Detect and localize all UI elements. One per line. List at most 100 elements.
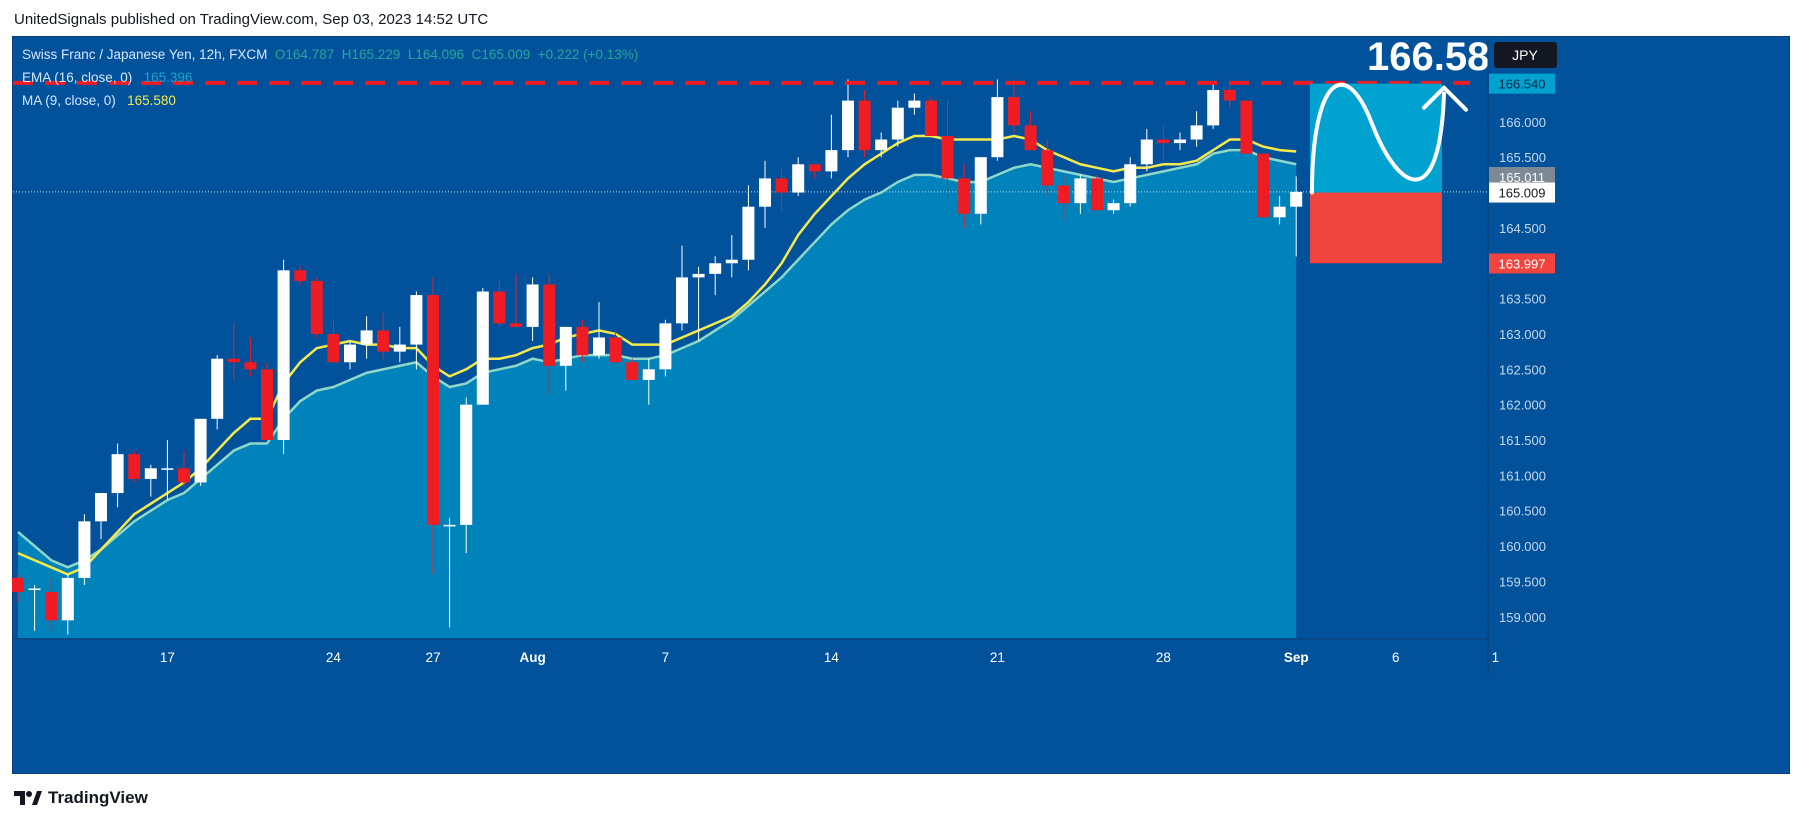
ema-line [17, 148, 1297, 569]
target-price-tag: 166.540 [1489, 73, 1555, 94]
candle [576, 319, 589, 363]
candle-body [1290, 191, 1303, 207]
projection-wave-arrow [1310, 82, 1446, 195]
candle-body [1041, 150, 1054, 186]
candle-body [842, 100, 854, 151]
candle-body [692, 273, 705, 278]
price-tick-label: 160.000 [1499, 539, 1546, 554]
time-tick-label: 21 [990, 650, 1005, 665]
candle [609, 330, 622, 366]
legend-symbol-row: Swiss Franc / Japanese Yen, 12h, FXCM O1… [22, 47, 638, 62]
legend-open: 164.787 [285, 47, 335, 62]
last-price-tag-bg [1489, 182, 1555, 203]
currency-badge-label: JPY [1512, 47, 1538, 63]
legend-open-label: O [274, 47, 286, 62]
tradingview-logo[interactable]: TradingView [14, 788, 148, 808]
candle [1240, 100, 1253, 154]
candle [310, 277, 323, 338]
projection-arrowhead [1422, 85, 1468, 112]
candle-body [178, 468, 190, 483]
candle-body [1091, 178, 1103, 211]
trade-zones: 166.58 [13, 35, 1489, 264]
price-tick-label: 165.500 [1499, 150, 1546, 165]
candle-body [543, 284, 556, 366]
candle-body [891, 107, 904, 140]
legend-close: 165.009 [481, 47, 531, 62]
legend-ma-row[interactable]: MA (9, close, 0) 165.580 [22, 93, 176, 108]
ema-price-tag-bg [1489, 166, 1555, 187]
legend-symbol: Swiss Franc / Japanese Yen, 12h, FXCM [22, 47, 268, 62]
legend-change: +0.222 (+0.13%) [537, 47, 639, 62]
candle-body [1124, 164, 1137, 204]
indicator-lines [13, 134, 1488, 576]
candle [1057, 174, 1070, 221]
candle [144, 464, 157, 497]
candle-body [460, 404, 473, 525]
candle-body [111, 454, 124, 494]
candle [1190, 111, 1203, 147]
candle [1174, 132, 1186, 151]
time-tick-label: 24 [326, 650, 342, 665]
last-price-tag-text: 165.009 [1499, 186, 1546, 201]
candle [28, 584, 41, 631]
candle-body [1024, 125, 1037, 151]
candle [974, 157, 987, 225]
candle [294, 266, 307, 285]
candle [742, 185, 755, 271]
candle [476, 288, 489, 405]
candle [327, 319, 340, 363]
candle-body [925, 100, 937, 136]
candle-body [227, 358, 240, 363]
candle [676, 245, 688, 331]
price-axis-bg [1488, 37, 1565, 676]
legend-low-label: L [407, 47, 416, 62]
candle [1024, 111, 1037, 151]
candle [1091, 174, 1103, 211]
candles [12, 79, 1303, 635]
candle [1273, 196, 1286, 225]
candle-body [642, 369, 655, 380]
candle [1008, 79, 1020, 133]
candle-body [510, 323, 522, 327]
candle-body [493, 291, 506, 324]
candle [178, 450, 190, 486]
candle [493, 280, 506, 327]
candle [410, 291, 423, 370]
candle-body [144, 468, 157, 479]
candle-body [1257, 153, 1269, 218]
candle [510, 273, 522, 327]
price-tick-label: 163.000 [1499, 327, 1546, 342]
price-tick-label: 164.500 [1499, 221, 1546, 236]
candle-body [377, 330, 390, 352]
candle-body [261, 369, 273, 441]
time-tick-label: 28 [1156, 650, 1171, 665]
candle-body [45, 592, 58, 621]
price-tick-label: 159.000 [1499, 610, 1546, 625]
candle [792, 157, 805, 197]
candle [991, 79, 1004, 161]
candle-body [161, 468, 174, 470]
ema-area-fill [18, 150, 1297, 639]
candle [1290, 176, 1303, 257]
time-axis: 17 24 27 Aug 7 14 21 28 Sep 6 1 [13, 638, 1499, 665]
candle-body [559, 326, 572, 366]
candle-body [1223, 90, 1236, 101]
candle [925, 97, 937, 136]
time-tick-label: 7 [662, 650, 670, 665]
candle-body [410, 295, 423, 345]
stop-price-tag-text: 163.997 [1499, 256, 1546, 271]
candle [659, 319, 672, 377]
candle [61, 574, 74, 635]
legend-ema-row[interactable]: EMA (16, close, 0) 165.396 [22, 70, 192, 85]
candle [808, 164, 821, 179]
candle-body [808, 164, 821, 172]
legend-low: 164.096 [415, 47, 465, 62]
candle [593, 302, 605, 359]
stop-zone [1310, 192, 1442, 264]
candle-body [128, 454, 141, 479]
candle [227, 323, 240, 380]
candle [642, 358, 655, 405]
candle-body [875, 139, 888, 151]
